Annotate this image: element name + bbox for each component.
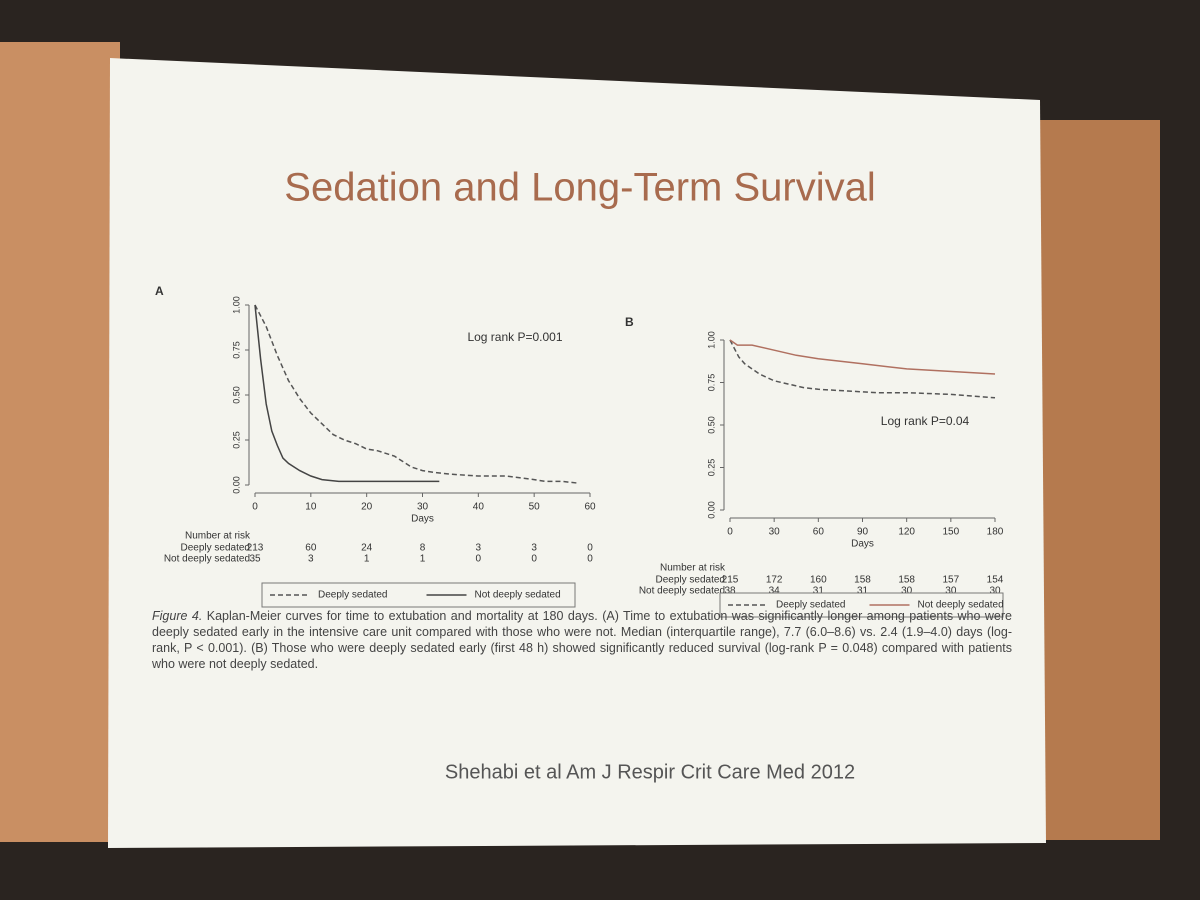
x-tick-label: 180	[987, 527, 1004, 538]
survival-curve	[729, 339, 996, 399]
risk-count: 38	[724, 586, 736, 597]
risk-count: 30	[901, 586, 913, 597]
risk-count: 0	[587, 543, 593, 554]
x-tick-label: 60	[584, 502, 596, 513]
legend-box	[261, 582, 576, 608]
annotation: Log rank P=0.001	[467, 330, 562, 344]
slide-title: Sedation and Long-Term Survival	[284, 166, 875, 210]
citation: Shehabi et al Am J Respir Crit Care Med …	[445, 761, 855, 783]
risk-count: 8	[420, 543, 426, 554]
risk-count: 172	[766, 575, 783, 586]
risk-table-title: Number at risk	[660, 563, 726, 574]
risk-count: 35	[249, 554, 261, 565]
risk-count: 60	[305, 543, 317, 554]
survival-curve	[729, 339, 996, 375]
risk-row-name: Not deeply sedated	[639, 586, 725, 597]
risk-count: 154	[987, 575, 1004, 586]
y-tick-label: 0.75	[706, 374, 716, 392]
risk-count: 157	[942, 575, 959, 586]
y-tick-label: 0.75	[231, 341, 241, 359]
risk-count: 213	[247, 543, 264, 554]
legend-label: Not deeply sedated	[475, 590, 561, 601]
wall-left	[0, 42, 120, 842]
x-tick-label: 10	[305, 502, 317, 513]
risk-count: 158	[898, 575, 915, 586]
legend-label: Deeply sedated	[776, 600, 846, 611]
risk-count: 30	[989, 586, 1001, 597]
caption-label: Figure 4.	[152, 609, 203, 623]
risk-row-name: Deeply sedated	[656, 575, 726, 586]
x-tick-label: 150	[942, 527, 959, 538]
slide	[108, 58, 1046, 848]
risk-count: 3	[531, 543, 537, 554]
x-tick-label: 30	[417, 502, 429, 513]
risk-count: 30	[945, 586, 957, 597]
x-tick-label: 90	[857, 527, 869, 538]
x-axis-label: Days	[851, 539, 874, 550]
legend-label: Not deeply sedated	[918, 600, 1004, 611]
x-tick-label: 50	[529, 502, 541, 513]
legend-box	[719, 592, 1004, 618]
panel-label: A	[155, 284, 164, 298]
y-tick-label: 0.50	[706, 416, 716, 434]
risk-count: 158	[854, 575, 871, 586]
annotation: Log rank P=0.04	[881, 414, 970, 428]
x-tick-label: 60	[813, 527, 825, 538]
risk-count: 0	[476, 554, 482, 565]
survival-curve	[254, 304, 440, 483]
survival-curve	[254, 304, 579, 484]
risk-count: 31	[857, 586, 869, 597]
risk-count: 215	[722, 575, 739, 586]
risk-count: 160	[810, 575, 827, 586]
risk-row-name: Deeply sedated	[181, 543, 251, 554]
risk-count: 3	[476, 543, 482, 554]
x-tick-label: 0	[252, 502, 258, 513]
x-axis-label: Days	[411, 514, 434, 525]
risk-count: 24	[361, 543, 373, 554]
risk-row-name: Not deeply sedated	[164, 554, 250, 565]
x-tick-label: 30	[769, 527, 781, 538]
panel-label: B	[625, 315, 634, 329]
x-tick-label: 120	[898, 527, 915, 538]
caption-text: Kaplan-Meier curves for time to extubati…	[152, 609, 1012, 671]
x-tick-label: 0	[727, 527, 733, 538]
y-tick-label: 0.25	[231, 431, 241, 449]
risk-count: 34	[769, 586, 781, 597]
risk-count: 3	[308, 554, 314, 565]
wall-right	[1040, 120, 1160, 840]
risk-count: 31	[813, 586, 825, 597]
y-tick-label: 0.50	[231, 386, 241, 404]
y-tick-label: 0.00	[231, 476, 241, 494]
y-tick-label: 1.00	[706, 331, 716, 349]
risk-table-title: Number at risk	[185, 531, 251, 542]
x-tick-label: 40	[473, 502, 485, 513]
risk-count: 0	[531, 554, 537, 565]
y-tick-label: 0.25	[706, 459, 716, 477]
y-tick-label: 1.00	[231, 296, 241, 314]
legend-label: Deeply sedated	[318, 590, 388, 601]
risk-count: 1	[364, 554, 370, 565]
y-tick-label: 0.00	[706, 501, 716, 519]
figure-caption: Figure 4. Kaplan-Meier curves for time t…	[152, 608, 1012, 672]
x-tick-label: 20	[361, 502, 373, 513]
risk-count: 0	[587, 554, 593, 565]
risk-count: 1	[420, 554, 426, 565]
